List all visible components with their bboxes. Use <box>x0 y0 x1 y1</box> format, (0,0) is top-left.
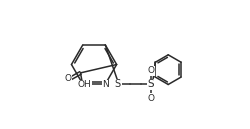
Text: O: O <box>147 66 154 75</box>
Text: O: O <box>147 94 154 103</box>
Text: OH: OH <box>78 80 91 89</box>
Text: O: O <box>64 74 71 83</box>
Text: S: S <box>115 79 121 90</box>
Text: S: S <box>148 79 154 90</box>
Text: N: N <box>102 80 109 89</box>
